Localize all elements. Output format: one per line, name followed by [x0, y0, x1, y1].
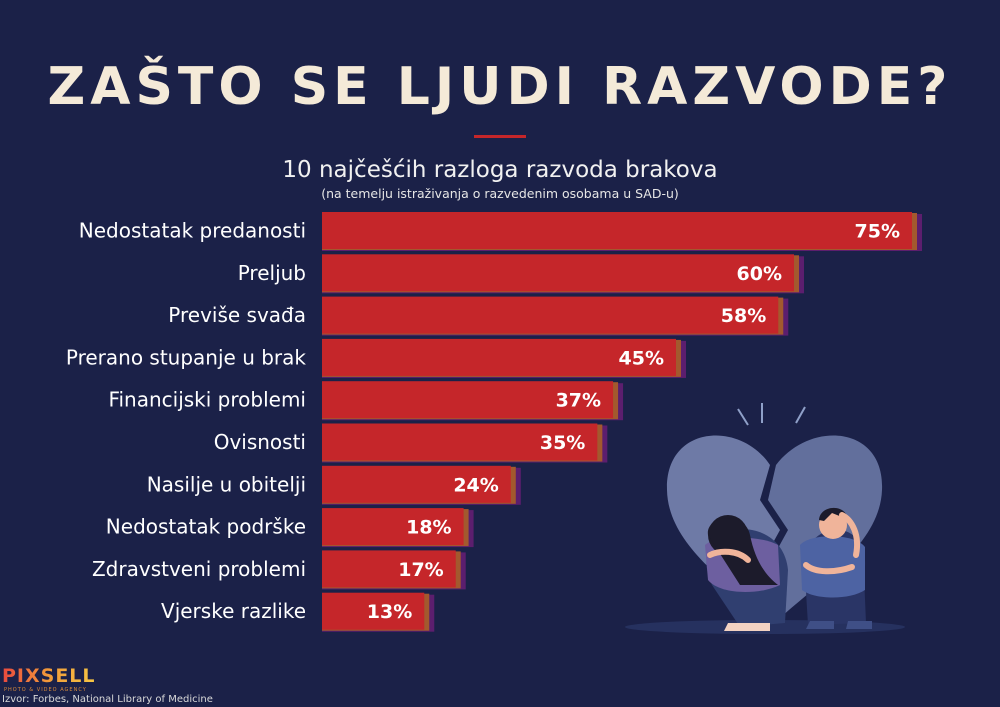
bar: [322, 550, 456, 588]
bar: [322, 212, 912, 249]
category-label: Nedostatak predanosti: [79, 219, 306, 243]
source-text: Izvor: Forbes, National Library of Medic…: [2, 694, 213, 705]
chart-note: (na temelju istraživanja o razvedenim os…: [321, 186, 679, 201]
value-label: 37%: [556, 390, 601, 412]
value-label: 24%: [453, 474, 498, 496]
bar: [322, 381, 614, 419]
category-label: Preljub: [238, 261, 306, 285]
category-label: Ovisnosti: [214, 430, 306, 454]
bars-group: Nedostatak predanosti 75% Preljub 60% Previš…: [66, 212, 922, 632]
value-label: 18%: [406, 517, 451, 539]
category-label: Financijski problemi: [108, 388, 306, 412]
pixsell-logo: PIXSELL: [2, 665, 96, 687]
page-title: ZAŠTO SE LJUDI RAZVODE?: [47, 57, 953, 117]
value-label: 35%: [540, 432, 585, 454]
category-label: Previše svađa: [168, 303, 306, 327]
bar: [322, 508, 464, 546]
value-label: 60%: [737, 263, 782, 285]
value-label: 58%: [721, 305, 766, 327]
category-label: Prerano stupanje u brak: [66, 345, 307, 369]
bar: [322, 465, 511, 503]
value-label: 13%: [367, 601, 412, 623]
value-label: 45%: [619, 347, 664, 369]
category-label: Vjerske razlike: [161, 599, 306, 623]
bar: [322, 254, 794, 292]
value-label: 75%: [855, 221, 900, 243]
category-label: Nasilje u obitelji: [147, 472, 306, 496]
chart-subtitle: 10 najčešćih razloga razvoda brakova: [282, 157, 718, 183]
logo-tagline: PHOTO & VIDEO AGENCY: [4, 687, 87, 693]
value-label: 17%: [398, 559, 443, 581]
bar: [322, 592, 425, 630]
category-label: Zdravstveni problemi: [92, 557, 306, 581]
broken-heart-sad-couple-icon: [625, 403, 905, 634]
bar: [322, 296, 779, 334]
title-divider: [474, 135, 526, 138]
category-label: Nedostatak podrške: [106, 515, 306, 539]
bar: [322, 423, 598, 461]
bar: [322, 338, 676, 376]
